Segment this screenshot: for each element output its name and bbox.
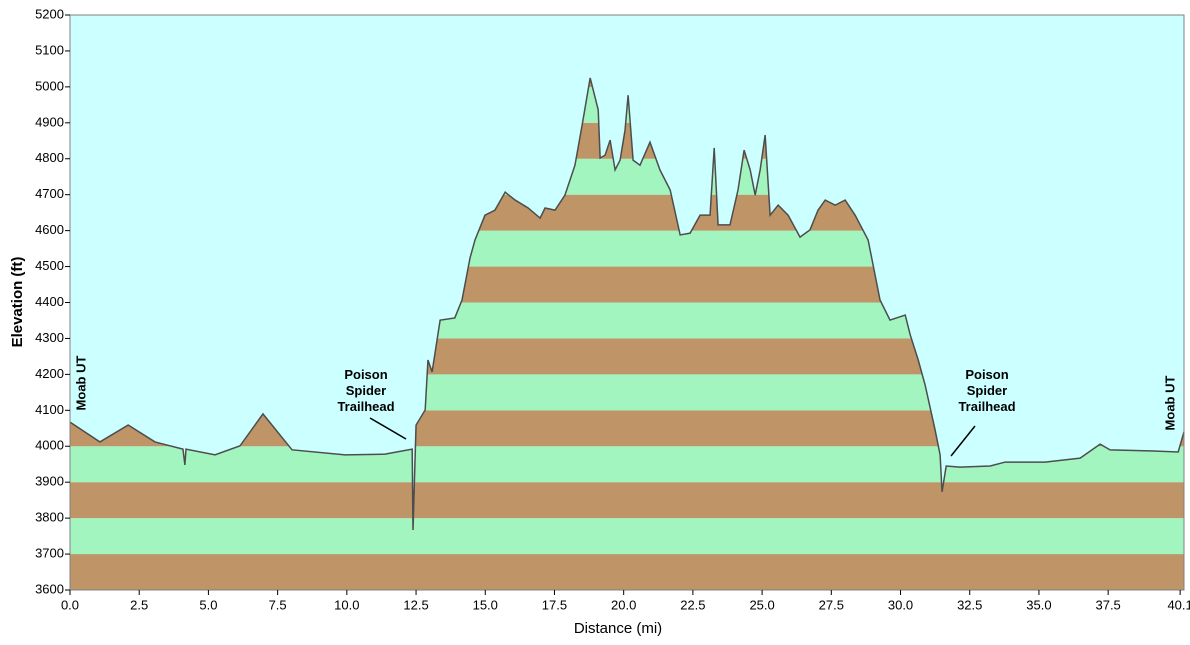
y-tick-label: 3800 bbox=[35, 510, 64, 525]
elevation-band bbox=[70, 482, 1184, 519]
annotation-leader bbox=[950, 425, 976, 457]
x-tick-label: 15.0 bbox=[473, 597, 498, 612]
y-tick-label: 4900 bbox=[35, 114, 64, 129]
annotation: Moab UT bbox=[73, 356, 88, 411]
y-tick-label: 4700 bbox=[35, 186, 64, 201]
y-tick-label: 5200 bbox=[35, 6, 64, 21]
x-tick-label: 40.1 bbox=[1167, 597, 1190, 612]
annotation: Moab UT bbox=[1162, 376, 1177, 431]
x-tick-label: 7.5 bbox=[269, 597, 287, 612]
elevation-band bbox=[70, 518, 1184, 555]
y-tick-label: 4400 bbox=[35, 294, 64, 309]
y-tick-label: 4500 bbox=[35, 258, 64, 273]
x-tick-label: 32.5 bbox=[957, 597, 982, 612]
y-tick-label: 4800 bbox=[35, 150, 64, 165]
x-tick-label: 27.5 bbox=[819, 597, 844, 612]
x-tick-label: 20.0 bbox=[611, 597, 636, 612]
x-tick-label: 12.5 bbox=[403, 597, 428, 612]
x-tick-label: 5.0 bbox=[199, 597, 217, 612]
y-tick-label: 4600 bbox=[35, 222, 64, 237]
x-axis-label: Distance (mi) bbox=[574, 620, 662, 637]
y-tick-label: 5000 bbox=[35, 78, 64, 93]
x-tick-label: 37.5 bbox=[1095, 597, 1120, 612]
annotation-leader bbox=[369, 417, 407, 440]
x-tick-label: 10.0 bbox=[334, 597, 359, 612]
y-tick-label: 3700 bbox=[35, 546, 64, 561]
annotation: Poison Spider Trailhead bbox=[958, 367, 1015, 414]
x-tick-label: 25.0 bbox=[749, 597, 774, 612]
elevation-band bbox=[70, 554, 1184, 590]
y-tick-label: 4100 bbox=[35, 402, 64, 417]
y-axis-label: Elevation (ft) bbox=[9, 257, 26, 348]
x-tick-label: 2.5 bbox=[130, 597, 148, 612]
y-tick-label: 4200 bbox=[35, 366, 64, 381]
y-tick-label: 5100 bbox=[35, 42, 64, 57]
y-tick-label: 3900 bbox=[35, 474, 64, 489]
profile-line bbox=[69, 77, 1185, 531]
annotation: Poison Spider Trailhead bbox=[337, 367, 394, 414]
y-tick-label: 4300 bbox=[35, 330, 64, 345]
y-tick-label: 4000 bbox=[35, 438, 64, 453]
x-tick-label: 0.0 bbox=[61, 597, 79, 612]
x-tick-label: 22.5 bbox=[680, 597, 705, 612]
x-tick-label: 35.0 bbox=[1026, 597, 1051, 612]
x-tick-label: 17.5 bbox=[542, 597, 567, 612]
x-tick-label: 30.0 bbox=[888, 597, 913, 612]
y-tick-label: 3600 bbox=[35, 581, 64, 596]
